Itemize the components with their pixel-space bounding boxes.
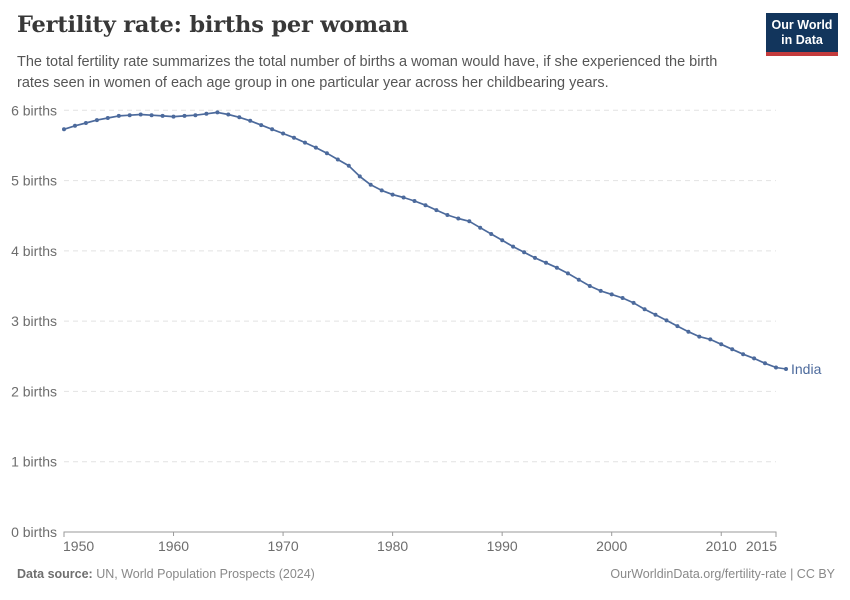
data-point-1996[interactable]	[565, 271, 570, 276]
data-point-2005[interactable]	[664, 318, 669, 323]
data-point-1981[interactable]	[401, 195, 406, 200]
y-axis-label-3: 3 births	[11, 313, 57, 329]
data-point-1970[interactable]	[281, 131, 286, 136]
data-point-1983[interactable]	[423, 203, 428, 208]
data-point-2004[interactable]	[653, 312, 658, 317]
line-chart-canvas[interactable]: 0 births 1 births 2 births 3 births 4 births…	[0, 96, 850, 564]
data-point-1988[interactable]	[478, 225, 483, 230]
data-point-2007[interactable]	[686, 329, 691, 334]
data-point-1954[interactable]	[105, 116, 110, 120]
data-point-1993[interactable]	[533, 255, 537, 260]
data-point-1977[interactable]	[357, 174, 362, 179]
owid-logo-line2: in Data	[781, 33, 823, 47]
data-source: Data source: UN, World Population Prospe…	[17, 567, 315, 581]
data-point-1975[interactable]	[335, 157, 340, 162]
fertility-line-india[interactable]	[63, 111, 777, 369]
y-axis-label-1: 1 births	[11, 454, 57, 470]
data-point-2015[interactable]	[774, 365, 778, 370]
data-source-value: UN, World Population Prospects (2024)	[96, 567, 315, 581]
x-axis-label-1990: 1990	[487, 538, 518, 554]
data-point-1998[interactable]	[587, 284, 592, 288]
y-axis-label-6: 6 births	[11, 102, 57, 118]
x-axis-label-1970: 1970	[267, 538, 298, 554]
data-source-label: Data source:	[17, 567, 93, 581]
attribution-link[interactable]: OurWorldinData.org/fertility-rate | CC B…	[610, 567, 835, 581]
data-point-1966[interactable]	[237, 115, 242, 120]
y-axis-label-2: 2 births	[11, 383, 57, 399]
y-axis-label-5: 5 births	[11, 173, 57, 189]
data-point-1992[interactable]	[522, 250, 527, 255]
page-title: Fertility rate: births per woman	[17, 12, 409, 38]
data-point-1965[interactable]	[226, 112, 231, 117]
data-point-1980[interactable]	[390, 192, 395, 197]
data-point-1951[interactable]	[73, 123, 77, 128]
data-point-2003[interactable]	[642, 307, 647, 312]
data-point-1961[interactable]	[182, 113, 187, 118]
x-axis-label-1960: 1960	[158, 538, 189, 554]
data-point-2000[interactable]	[609, 292, 614, 297]
data-point-1990[interactable]	[500, 238, 505, 243]
data-point-2010[interactable]	[719, 342, 724, 347]
data-point-1974[interactable]	[324, 151, 329, 156]
data-point-2014[interactable]	[763, 361, 767, 366]
data-point-1968[interactable]	[259, 123, 264, 128]
data-point-1950[interactable]	[62, 127, 66, 132]
data-point-1967[interactable]	[248, 118, 253, 123]
data-point-1969[interactable]	[270, 127, 275, 132]
data-point-2008[interactable]	[697, 334, 702, 339]
data-point-2006[interactable]	[675, 324, 680, 329]
x-axis-label-1980: 1980	[377, 538, 408, 554]
data-point-1989[interactable]	[489, 232, 494, 236]
owid-logo-line1: Our World	[771, 18, 833, 32]
x-axis-label-2015: 2015	[746, 538, 777, 554]
data-point-1994[interactable]	[544, 260, 548, 265]
data-point-1972[interactable]	[303, 140, 307, 145]
data-point-1953[interactable]	[94, 118, 99, 123]
data-point-1986[interactable]	[456, 216, 461, 221]
x-axis-label-2000: 2000	[596, 538, 627, 554]
data-point-1957[interactable]	[138, 112, 143, 117]
chart-subtitle: The total fertility rate summarizes the …	[17, 54, 718, 92]
data-point-1984[interactable]	[434, 208, 439, 213]
data-point-1987[interactable]	[467, 219, 472, 224]
data-point-1960[interactable]	[171, 114, 176, 119]
data-point-1973[interactable]	[313, 145, 318, 150]
data-point-1997[interactable]	[576, 277, 581, 282]
data-point-1982[interactable]	[412, 199, 417, 203]
data-point-1991[interactable]	[511, 244, 516, 249]
series-label-india[interactable]: India	[791, 361, 822, 377]
data-point-2012[interactable]	[741, 352, 746, 357]
data-point-1995[interactable]	[554, 265, 559, 270]
data-point-1958[interactable]	[149, 113, 154, 118]
data-point-1976[interactable]	[346, 163, 351, 168]
data-point-1963[interactable]	[204, 111, 209, 116]
data-point-1955[interactable]	[116, 113, 121, 118]
data-point-2001[interactable]	[620, 296, 625, 300]
data-point-2009[interactable]	[708, 337, 713, 342]
y-axis-label-4: 4 births	[11, 243, 57, 259]
data-point-1956[interactable]	[127, 113, 132, 118]
data-point-2013[interactable]	[752, 356, 757, 361]
data-point-1952[interactable]	[83, 121, 88, 125]
data-point-2011[interactable]	[730, 347, 735, 352]
data-point-2002[interactable]	[631, 300, 636, 305]
data-point-1971[interactable]	[292, 135, 296, 140]
data-point-1999[interactable]	[598, 288, 603, 293]
data-point-1962[interactable]	[193, 113, 198, 118]
data-point-1978[interactable]	[368, 182, 373, 187]
x-axis-label-1950: 1950	[63, 538, 94, 554]
y-axis-label-0: 0 births	[11, 524, 57, 540]
label-connector-dot	[784, 367, 788, 372]
data-point-1979[interactable]	[379, 188, 384, 193]
owid-logo: Our World in Data	[766, 13, 838, 56]
x-axis-label-2010: 2010	[706, 538, 737, 554]
data-point-1985[interactable]	[445, 213, 450, 217]
data-point-1959[interactable]	[160, 113, 165, 118]
chart-footer: Data source: UN, World Population Prospe…	[17, 567, 835, 581]
data-point-1964[interactable]	[215, 110, 220, 115]
